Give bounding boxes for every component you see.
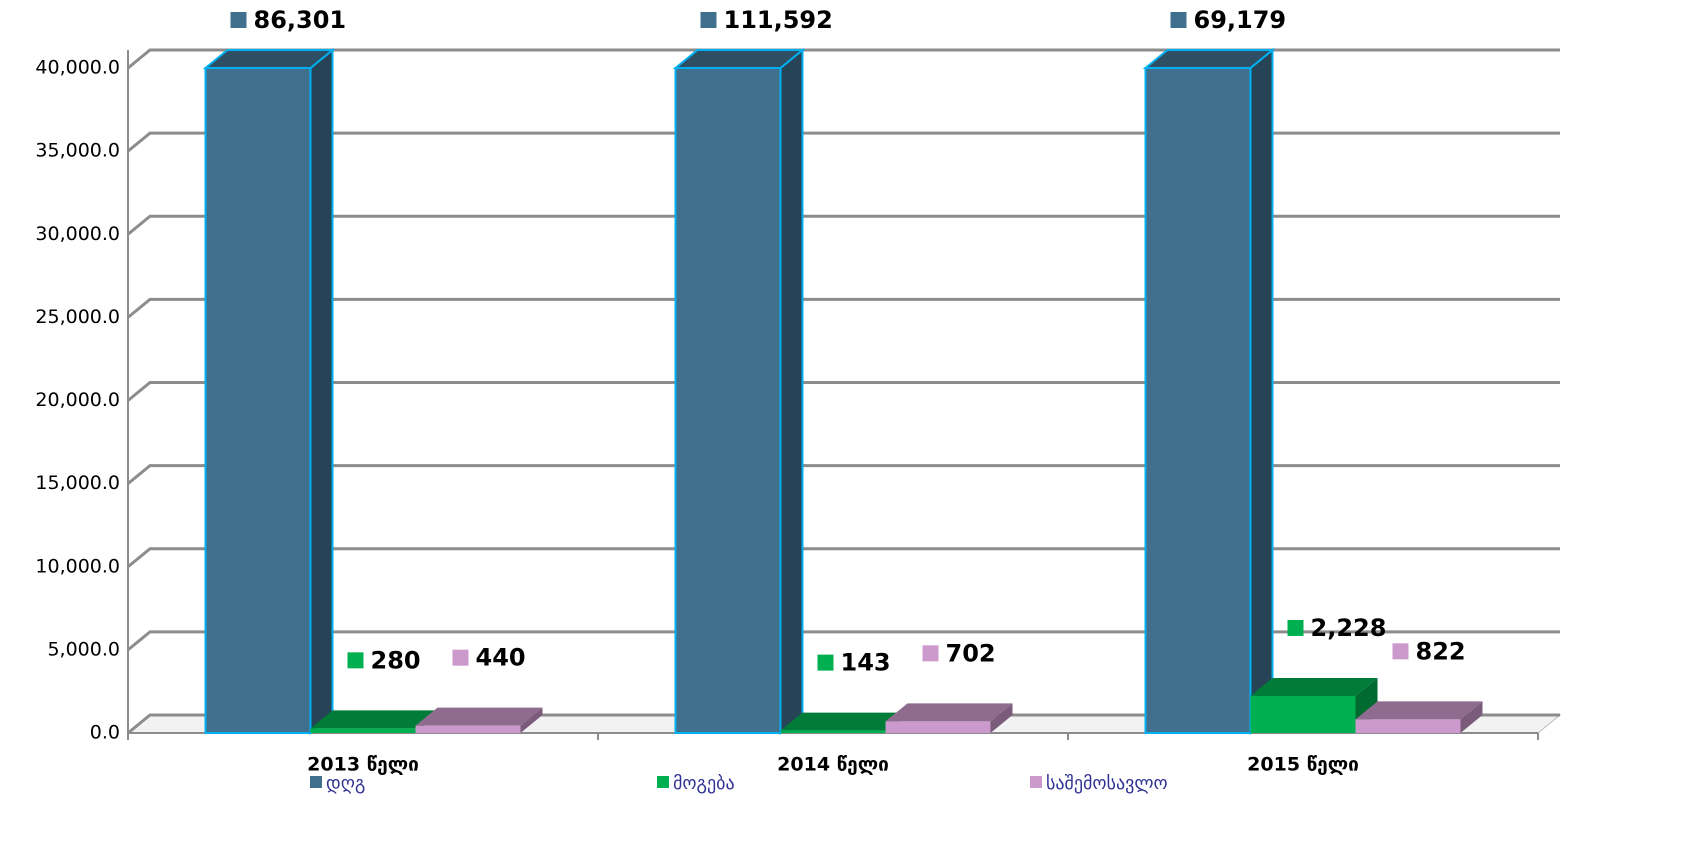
bar [1250, 695, 1356, 733]
y-tick-label: 40,000.0 [35, 57, 120, 79]
grid-line [127, 297, 1560, 319]
bar-top [415, 707, 543, 726]
grid-line [127, 713, 1560, 735]
x-tick-label: 2013 წელი [307, 754, 419, 776]
y-tick-label: 0.0 [90, 722, 120, 744]
y-tick-label: 20,000.0 [35, 389, 120, 411]
value-label-key [922, 645, 939, 662]
grid-line [127, 214, 1560, 236]
bar [415, 725, 521, 733]
grid-line [127, 381, 1560, 402]
bar-side [309, 47, 334, 736]
legend-key [1030, 776, 1042, 788]
bar [1144, 67, 1252, 734]
value-label-key [230, 12, 247, 28]
value-label-key [1392, 643, 1409, 660]
bar [1355, 719, 1461, 733]
legend-label: მოგება [673, 773, 735, 794]
grid-line [127, 131, 1560, 153]
bar-top [202, 49, 336, 69]
value-label-key [347, 652, 364, 669]
bar-side [990, 703, 1013, 733]
x-tick-label: 2015 წელი [1247, 754, 1359, 776]
value-label: 702 [946, 639, 996, 667]
y-tick-label: 30,000.0 [35, 223, 120, 245]
value-label: 111,592 [724, 6, 833, 34]
value-label: 822 [1416, 637, 1466, 665]
value-label-key [700, 12, 717, 28]
bar-top [672, 49, 806, 69]
value-label: 440 [476, 644, 526, 672]
bar [780, 730, 886, 733]
value-label-key [1287, 619, 1304, 636]
bar [885, 721, 991, 733]
legend-key [310, 776, 322, 788]
bar-top [1250, 677, 1378, 696]
grid-line [127, 547, 1560, 568]
bar [674, 67, 782, 734]
value-label-key [452, 649, 469, 666]
grid-line [127, 464, 1560, 485]
y-tick-label: 15,000.0 [35, 472, 120, 494]
bar-side [1249, 47, 1274, 736]
bar-top [310, 710, 438, 729]
y-tick-label: 5,000.0 [47, 638, 120, 660]
bar-top [1142, 49, 1276, 69]
value-label: 143 [841, 649, 891, 677]
x-tick-label: 2014 წელი [777, 754, 889, 776]
legend-key [657, 776, 669, 788]
bar-side [779, 47, 804, 736]
bar-side [1460, 701, 1483, 733]
bar-top [885, 703, 1013, 722]
bar [310, 728, 416, 733]
y-tick-label: 35,000.0 [35, 140, 120, 162]
value-label: 2,228 [1311, 614, 1387, 642]
grid-line [127, 630, 1560, 652]
value-label: 69,179 [1194, 6, 1287, 34]
value-label: 86,301 [254, 6, 347, 34]
value-label: 280 [371, 646, 421, 674]
bar [204, 67, 312, 734]
value-label-key [1170, 12, 1187, 28]
y-tick-label: 25,000.0 [35, 306, 120, 328]
bar-side [520, 707, 543, 733]
value-label-key [817, 654, 834, 671]
grid-line [127, 48, 1560, 70]
y-tick-label: 10,000.0 [35, 555, 120, 577]
bar-top [780, 712, 908, 731]
legend-label: საშემოსავლო [1046, 773, 1168, 794]
legend-label: დღგ [326, 773, 365, 794]
bar-top [1355, 701, 1483, 720]
